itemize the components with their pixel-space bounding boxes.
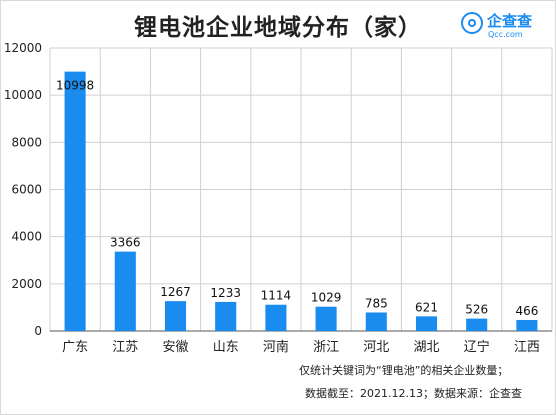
bar-山东 bbox=[215, 301, 237, 331]
footnote-scope: 仅统计关键词为“锂电池”的相关企业数量； bbox=[299, 364, 509, 377]
bar-江苏 bbox=[114, 251, 136, 331]
logo-name: 企查查 bbox=[487, 12, 533, 30]
data-label: 3366 bbox=[110, 236, 141, 250]
logo-domain: Qcc.com bbox=[488, 30, 523, 39]
x-tick-label: 山东 bbox=[213, 340, 239, 355]
x-tick-label: 辽宁 bbox=[464, 339, 490, 355]
chart-title: 锂电池企业地域分布（家） bbox=[134, 15, 422, 41]
data-label: 1233 bbox=[210, 286, 241, 300]
data-label: 10998 bbox=[56, 79, 94, 93]
x-tick-label: 安徽 bbox=[162, 340, 188, 355]
qcc-logo-icon bbox=[461, 12, 483, 34]
y-tick-label: 6000 bbox=[11, 183, 42, 197]
footnote-source: 数据截至：2021.12.13；数据来源：企查查 bbox=[305, 387, 522, 400]
x-tick-label: 湖北 bbox=[413, 340, 439, 355]
y-tick-label: 4000 bbox=[11, 230, 42, 244]
bar-广东 bbox=[64, 71, 86, 332]
data-label: 785 bbox=[365, 296, 388, 310]
x-tick-label: 江苏 bbox=[112, 339, 138, 355]
x-tick-label: 江西 bbox=[514, 340, 540, 355]
y-tick-label: 2000 bbox=[11, 277, 42, 291]
qcc-logo: 企查查 Qcc.com bbox=[461, 10, 547, 44]
bar-江西 bbox=[516, 320, 538, 331]
x-tick-label: 河北 bbox=[363, 340, 389, 355]
data-label: 1267 bbox=[160, 285, 191, 299]
x-tick-label: 广东 bbox=[62, 340, 88, 355]
x-tick-label: 河南 bbox=[263, 339, 289, 355]
bar-安徽 bbox=[164, 301, 187, 331]
bar-浙江 bbox=[315, 306, 337, 331]
bar-河北 bbox=[365, 312, 387, 331]
data-label: 526 bbox=[465, 303, 488, 317]
y-tick-label: 0 bbox=[34, 324, 42, 338]
x-tick-label: 浙江 bbox=[313, 340, 339, 355]
y-tick-label: 8000 bbox=[11, 135, 42, 149]
data-label: 621 bbox=[415, 300, 438, 314]
data-label: 1114 bbox=[261, 289, 292, 303]
bar-河南 bbox=[265, 304, 287, 331]
y-tick-label: 10000 bbox=[4, 88, 42, 102]
data-label: 1029 bbox=[311, 291, 342, 305]
y-tick-label: 12000 bbox=[4, 41, 42, 55]
data-label: 466 bbox=[515, 304, 538, 318]
bar-湖北 bbox=[415, 316, 438, 331]
bar-辽宁 bbox=[466, 318, 488, 331]
